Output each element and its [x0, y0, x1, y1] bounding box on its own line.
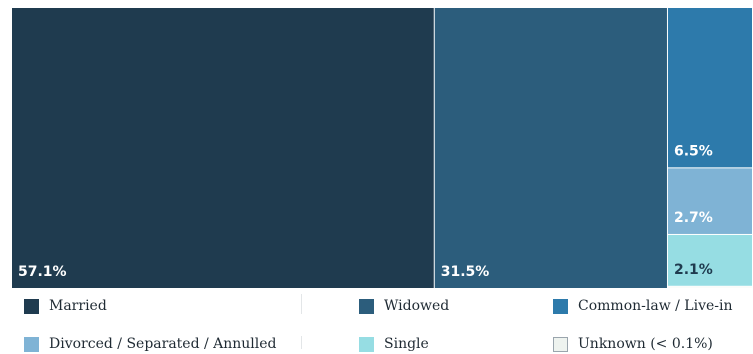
treemap-cell-common-law-live-in[interactable] [667, 8, 752, 168]
legend-label: Common-law / Live-in [578, 298, 733, 314]
legend-item-single[interactable]: Single [359, 334, 429, 354]
data-label-single: 2.1% [674, 262, 713, 278]
legend-label: Widowed [384, 298, 450, 314]
data-label-divorced-separated-annulled: 2.7% [674, 210, 713, 226]
legend-item-married[interactable]: Married [24, 296, 107, 316]
treemap-cell-single[interactable] [667, 234, 752, 286]
legend-item-divorced-separated-annulled[interactable]: Divorced / Separated / Annulled [24, 334, 277, 354]
legend-label: Divorced / Separated / Annulled [49, 336, 277, 352]
legend-label: Married [49, 298, 107, 314]
treemap-cell-married[interactable] [12, 8, 434, 288]
data-label-married: 57.1% [18, 264, 67, 280]
data-label-widowed: 31.5% [441, 264, 490, 280]
data-label-common-law-live-in: 6.5% [674, 143, 713, 159]
treemap-chart: 57.1% 31.5% 6.5% 2.7% 2.1% [12, 8, 752, 288]
legend-divider [301, 336, 302, 349]
legend-swatch [359, 298, 374, 314]
treemap-cell-unknown-0-1[interactable] [667, 286, 752, 288]
legend-swatch [24, 336, 39, 352]
treemap-cell-divorced-separated-annulled[interactable] [667, 168, 752, 234]
legend-item-widowed[interactable]: Widowed [359, 296, 449, 316]
legend-divider [301, 294, 302, 314]
treemap-cell-widowed[interactable] [434, 8, 667, 288]
legend-item-unknown-0-1[interactable]: Unknown (< 0.1%) [553, 334, 713, 354]
legend-label: Unknown (< 0.1%) [578, 336, 713, 352]
legend-label: Single [384, 336, 429, 352]
legend-item-common-law-live-in[interactable]: Common-law / Live-in [553, 296, 733, 316]
legend-swatch [359, 336, 374, 352]
legend-swatch [553, 336, 568, 352]
legend-swatch [553, 298, 568, 314]
legend-swatch [24, 298, 39, 314]
